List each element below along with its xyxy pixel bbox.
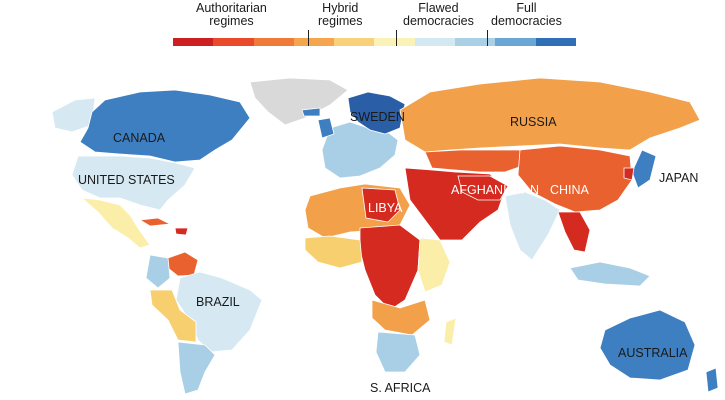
region-central-africa: [359, 224, 421, 311]
region-india: [504, 191, 561, 261]
region-canada: [79, 89, 251, 163]
region-cuba: [138, 217, 172, 227]
legend-divider: [487, 30, 488, 46]
label-brazil: BRAZIL: [196, 295, 240, 309]
legend-swatch: [293, 38, 335, 46]
region-central-asia: [424, 149, 526, 173]
region-caribbean: [174, 227, 189, 236]
region-venezuela: [167, 251, 199, 277]
region-japan: [631, 149, 657, 189]
label-libya: LIBYA: [368, 201, 403, 215]
label-china: CHINA: [550, 183, 590, 197]
region-new-zealand: [705, 367, 719, 393]
region-uk: [317, 117, 335, 139]
region-indonesia: [569, 261, 651, 287]
legend-swatch: [495, 38, 536, 46]
region-iceland: [301, 107, 321, 117]
region-greenland: [249, 77, 349, 126]
legend-swatch: [253, 38, 294, 46]
label-russia: RUSSIA: [510, 115, 557, 129]
region-afghanistan: [457, 175, 509, 201]
region-libya: [361, 187, 401, 223]
label-australia: AUSTRALIA: [618, 346, 688, 360]
legend-label-hybrid: Hybrid regimes: [318, 1, 363, 28]
region-china: [517, 145, 633, 213]
region-north-korea: [623, 167, 635, 181]
legend-label-full: Full democracies: [491, 1, 562, 28]
region-argentina-chile: [177, 341, 216, 395]
legend-swatch: [414, 38, 456, 46]
legend-color-scale: [173, 38, 576, 46]
label-south-africa: S. AFRICA: [370, 381, 431, 395]
legend-swatch: [535, 38, 576, 46]
region-russia: [399, 77, 701, 153]
label-afghanistan: AFGHANISTAN: [451, 183, 539, 197]
region-australia: [599, 309, 696, 381]
region-colombia: [145, 254, 171, 289]
region-south-africa: [375, 331, 421, 373]
region-east-africa: [417, 237, 451, 293]
region-madagascar: [443, 317, 457, 346]
legend-swatch: [173, 38, 214, 46]
region-west-africa: [304, 235, 363, 269]
region-united-states: [71, 155, 196, 211]
legend-divider: [308, 30, 309, 46]
legend: Authoritarian regimes Hybrid regimes Fla…: [0, 0, 725, 50]
region-scandinavia: [347, 91, 406, 135]
legend-divider: [396, 30, 397, 46]
region-southern-africa: [371, 299, 431, 336]
legend-label-flawed: Flawed democracies: [403, 1, 474, 28]
label-japan: JAPAN: [659, 171, 698, 185]
legend-swatch: [374, 38, 415, 46]
label-sweden: SWEDEN: [350, 110, 405, 124]
label-canada: CANADA: [113, 131, 166, 145]
legend-swatch: [334, 38, 375, 46]
legend-swatch: [455, 38, 496, 46]
region-peru: [149, 289, 197, 343]
region-southeast-asia: [557, 211, 591, 253]
legend-label-authoritarian: Authoritarian regimes: [196, 1, 267, 28]
region-mexico: [80, 197, 151, 249]
label-united-states: UNITED STATES: [78, 173, 175, 187]
legend-swatch: [213, 38, 254, 46]
